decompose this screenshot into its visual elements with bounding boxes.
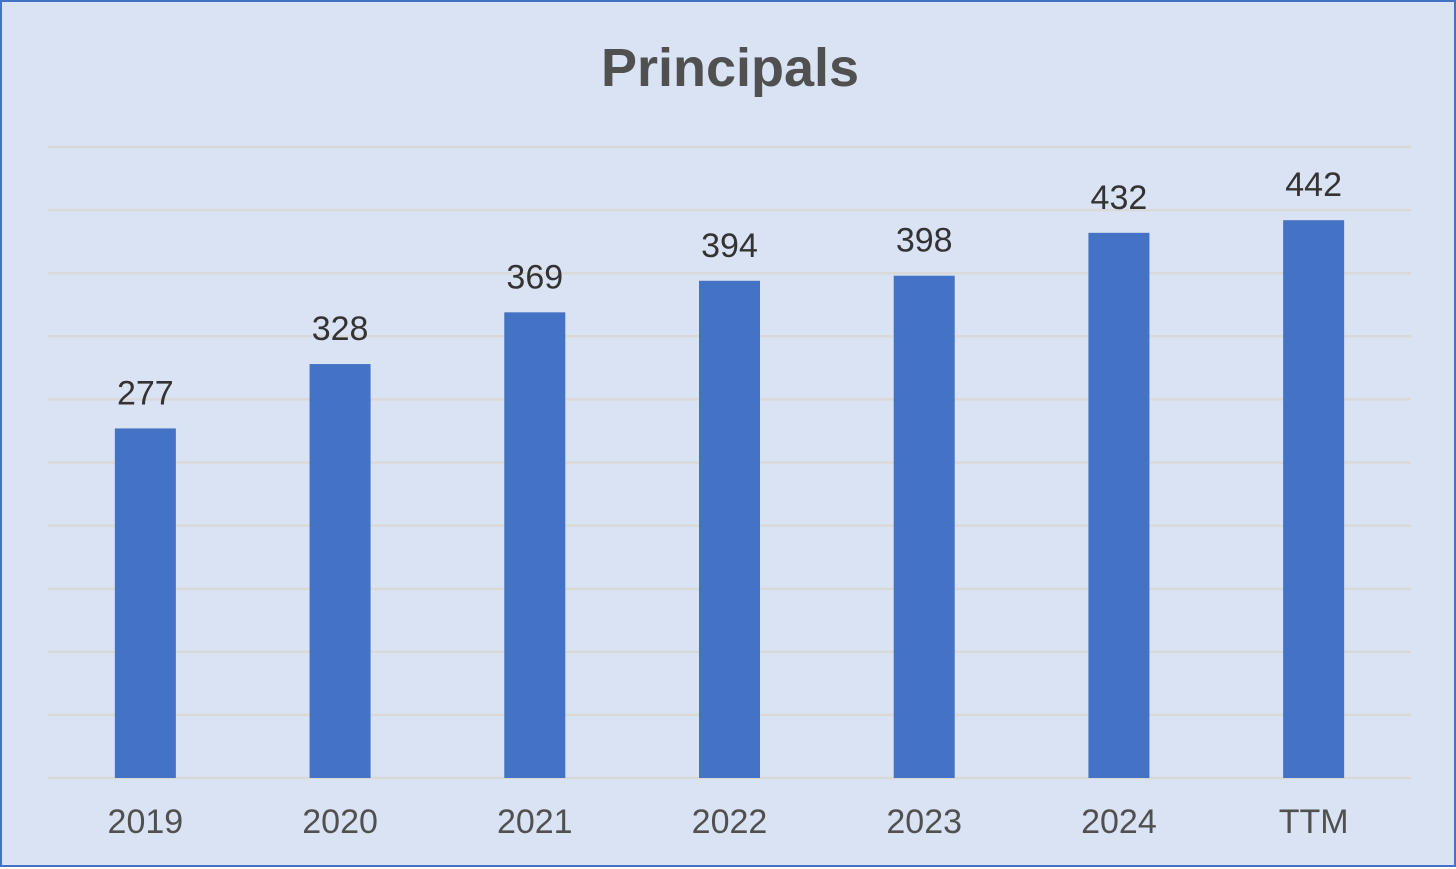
x-axis-tick-labels: 2019 2020 2021 2022 2023 2024 TTM xyxy=(108,803,1349,841)
chart-title: Principals xyxy=(601,38,859,98)
bar-2024 xyxy=(1088,232,1150,779)
data-label-2022: 394 xyxy=(701,227,758,265)
x-tick-label-2019: 2019 xyxy=(108,803,184,841)
data-label-2019: 277 xyxy=(117,374,174,412)
x-tick-label-2021: 2021 xyxy=(497,803,573,841)
bar-ttm xyxy=(1283,220,1345,779)
x-tick-label-2020: 2020 xyxy=(302,803,378,841)
x-tick-label-2023: 2023 xyxy=(886,803,962,841)
bar-2019 xyxy=(114,428,176,778)
data-label-2020: 328 xyxy=(312,310,369,348)
bar-2023 xyxy=(893,275,955,778)
data-label-2024: 432 xyxy=(1091,179,1148,217)
bars xyxy=(114,220,1345,779)
data-label-2021: 369 xyxy=(506,258,563,296)
data-labels: 277 328 369 394 398 432 442 xyxy=(117,166,1342,412)
data-label-ttm: 442 xyxy=(1285,166,1342,204)
bar-2020 xyxy=(309,364,371,778)
x-tick-label-ttm: TTM xyxy=(1279,803,1349,841)
data-label-2023: 398 xyxy=(896,222,953,260)
x-tick-label-2024: 2024 xyxy=(1081,803,1157,841)
bar-2022 xyxy=(699,280,760,778)
x-tick-label-2022: 2022 xyxy=(692,803,768,841)
bar-2021 xyxy=(504,312,566,778)
